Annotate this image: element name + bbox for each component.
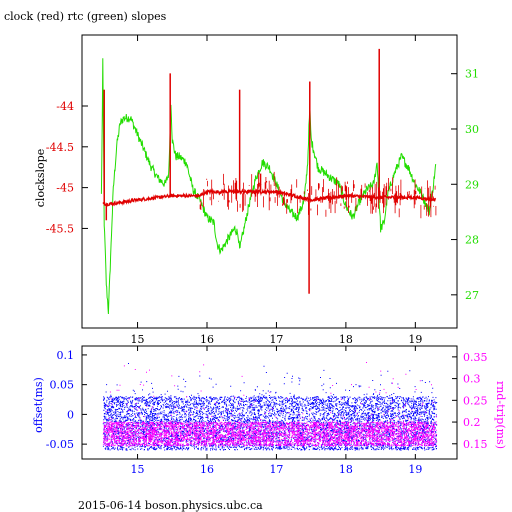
- y-tick-label: 0.05: [50, 379, 75, 392]
- clock-noise: [199, 171, 437, 219]
- slopes-plot-frame: [81, 34, 458, 329]
- y-tick-label: -44.5: [46, 141, 74, 154]
- x-tick-label: 18: [339, 333, 353, 346]
- chart-title: clock (red) rtc (green) slopes: [4, 10, 167, 23]
- x-tick-label: 18: [339, 463, 353, 476]
- x-tick-label: 17: [269, 333, 283, 346]
- y-tick-label: -45.5: [46, 222, 74, 235]
- x-tick-label: 16: [200, 463, 214, 476]
- offset-plot-frame: [81, 345, 458, 460]
- offset-rndtrip-points: [102, 362, 438, 451]
- slopes-panel: 15 16 17 18 19 -44 -44.5 -45 -45.5 31 30 29 28 27 clo…: [34, 34, 479, 346]
- x-tick-label: 19: [408, 463, 422, 476]
- y2-axis-label-rndtrip: rnd-trip(ms): [494, 381, 507, 449]
- x-tick-label: 16: [200, 333, 214, 346]
- x-tick-label: 17: [269, 463, 283, 476]
- y2-tick-label: 27: [465, 289, 479, 302]
- y2-tick-label: 30: [465, 123, 479, 136]
- y-axis-label-clockslope: clockslope: [34, 149, 47, 207]
- y2-tick-label: 28: [465, 234, 479, 247]
- clock-series: [102, 48, 437, 294]
- y-axis-label-offset: offset(ms): [32, 377, 45, 433]
- y2-tick-label: 0.2: [463, 416, 481, 429]
- y-tick-label: 0: [67, 408, 74, 421]
- y2-tick-label: 0.35: [463, 351, 488, 364]
- y-tick-label: -44: [56, 100, 74, 113]
- rtc-line: [100, 58, 437, 315]
- offset-panel: 15 16 17 18 19 0.1 0.05 0 -0.05 0.35 0.3 0.25 0.2 0.1…: [32, 345, 507, 476]
- offset-axes: 15 16 17 18 19 0.1 0.05 0 -0.05 0.35 0.3 0.25 0.2 0.1…: [46, 346, 488, 476]
- y2-tick-label: 31: [465, 68, 479, 81]
- x-tick-label: 15: [131, 463, 145, 476]
- y-tick-label: -45: [56, 182, 74, 195]
- rnd-trip-points: [102, 362, 438, 447]
- y2-tick-label: 0.3: [463, 373, 481, 386]
- y2-tick-label: 0.15: [463, 438, 488, 451]
- y2-tick-label: 0.25: [463, 394, 488, 407]
- slopes-axes: 15 16 17 18 19 -44 -44.5 -45 -45.5 31 30 29 28 27: [46, 35, 479, 346]
- footer-text: 2015-06-14 boson.physics.ubc.ca: [78, 499, 263, 512]
- x-tick-label: 15: [131, 333, 145, 346]
- y-tick-label: 0.1: [57, 349, 75, 362]
- y2-tick-label: 29: [465, 178, 479, 191]
- x-tick-label: 19: [408, 333, 422, 346]
- rtc-series: [100, 58, 437, 315]
- y-tick-label: -0.05: [46, 438, 74, 451]
